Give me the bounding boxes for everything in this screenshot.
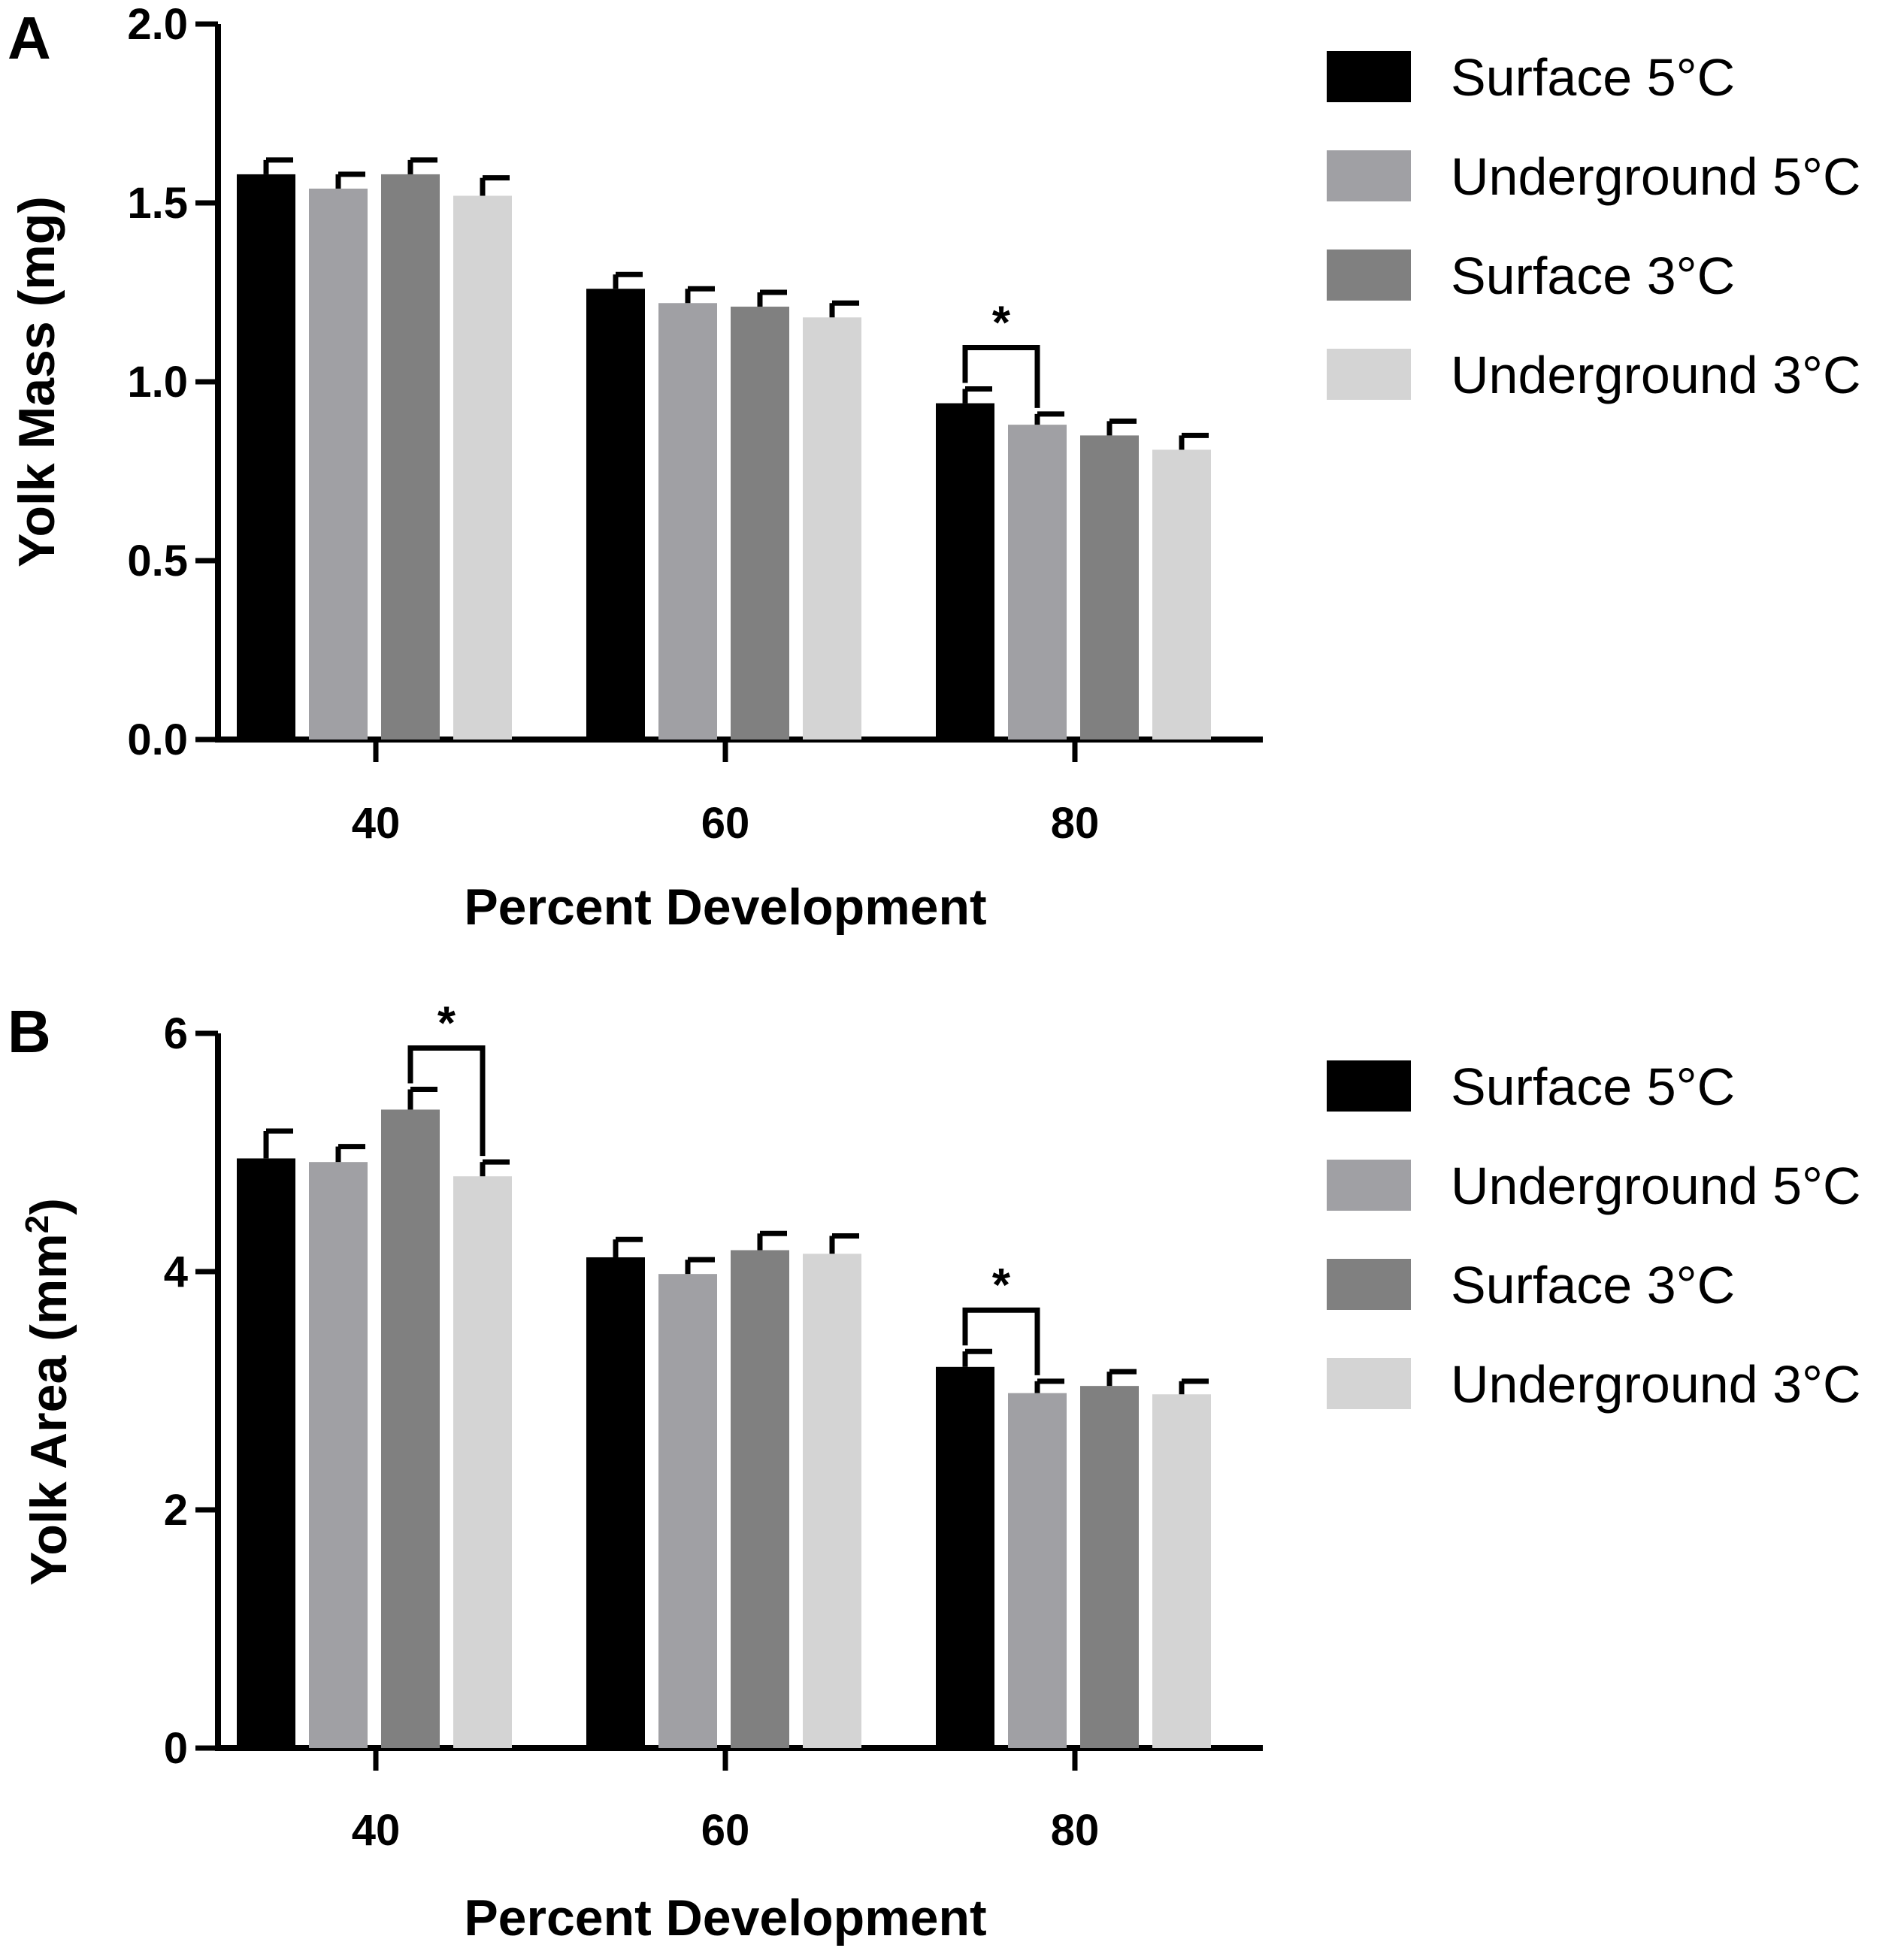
panel-a-bars bbox=[237, 157, 1211, 740]
panel-b-x-ticks: 40 60 80 bbox=[352, 1748, 1100, 1855]
panel-b-legend: Surface 5°C Underground 5°C Surface 3°C Und… bbox=[1327, 1057, 1861, 1414]
bar bbox=[381, 174, 440, 740]
bar bbox=[731, 1250, 789, 1748]
y-tick-label: 6 bbox=[164, 1009, 188, 1058]
bar bbox=[803, 317, 861, 740]
y-tick-label: 0 bbox=[164, 1724, 188, 1773]
panel-b-y-label-text: Yolk Area (mm bbox=[20, 1233, 77, 1586]
x-tick-label: 80 bbox=[1051, 799, 1100, 848]
significance-star: * bbox=[992, 298, 1011, 349]
bar bbox=[453, 1176, 512, 1748]
bar bbox=[309, 1162, 368, 1748]
legend-label: Underground 5°C bbox=[1451, 1157, 1861, 1215]
legend-label: Underground 5°C bbox=[1451, 147, 1861, 206]
legend-swatch bbox=[1327, 250, 1411, 301]
bar bbox=[237, 174, 295, 740]
panel-a-y-label-text: Yolk Mass (mg) bbox=[8, 196, 65, 567]
panel-a-y-ticks: 0.0 0.5 1.0 1.5 2.0 bbox=[127, 0, 218, 764]
legend-swatch bbox=[1327, 349, 1411, 400]
panel-b-y-ticks: 0 2 4 6 bbox=[164, 1009, 218, 1773]
bar bbox=[658, 1274, 717, 1748]
x-tick-label: 40 bbox=[352, 1806, 401, 1855]
legend-label: Surface 3°C bbox=[1451, 247, 1735, 305]
panel-b-y-label-tail: ) bbox=[20, 1198, 77, 1215]
panel-b-annotations: ** bbox=[407, 997, 1040, 1375]
panel-b-y-label: Yolk Area (mm2) bbox=[19, 1198, 78, 1586]
panel-a-x-label: Percent Development bbox=[464, 879, 986, 936]
y-tick-label: 1.5 bbox=[127, 179, 188, 228]
bar bbox=[1080, 435, 1139, 740]
legend-label: Underground 3°C bbox=[1451, 346, 1861, 404]
bar bbox=[1152, 449, 1211, 740]
bar bbox=[803, 1254, 861, 1748]
bar bbox=[309, 188, 368, 740]
legend-swatch bbox=[1327, 51, 1411, 102]
x-tick-label: 60 bbox=[701, 1806, 750, 1855]
y-tick-label: 0.0 bbox=[127, 715, 188, 764]
x-tick-label: 40 bbox=[352, 799, 401, 848]
panel-a-label: A bbox=[8, 5, 51, 71]
bar bbox=[658, 303, 717, 740]
bar bbox=[1008, 425, 1067, 740]
panel-b-y-label-sup: 2 bbox=[19, 1215, 56, 1233]
bar bbox=[381, 1109, 440, 1748]
legend-swatch bbox=[1327, 150, 1411, 201]
bar bbox=[237, 1158, 295, 1748]
bar bbox=[936, 403, 994, 740]
y-tick-label: 4 bbox=[164, 1248, 188, 1296]
bar bbox=[731, 307, 789, 740]
y-tick-label: 2 bbox=[164, 1486, 188, 1535]
bar bbox=[1152, 1394, 1211, 1748]
panel-a-legend: Surface 5°C Underground 5°C Surface 3°C Und… bbox=[1327, 48, 1861, 404]
legend-swatch bbox=[1327, 1060, 1411, 1112]
panel-a: A 0.0 0.5 1.0 1.5 2.0 40 60 80 * Percent Devel… bbox=[8, 0, 1861, 936]
bar bbox=[1008, 1393, 1067, 1748]
bar bbox=[586, 289, 645, 740]
x-tick-label: 80 bbox=[1051, 1806, 1100, 1855]
panel-b-label: B bbox=[8, 998, 51, 1065]
significance-bracket bbox=[962, 345, 1040, 408]
significance-star: * bbox=[437, 997, 456, 1049]
bar bbox=[453, 195, 512, 740]
y-tick-label: 2.0 bbox=[127, 0, 188, 49]
y-tick-label: 0.5 bbox=[127, 537, 188, 585]
panel-a-x-ticks: 40 60 80 bbox=[352, 740, 1100, 848]
panel-a-annotations: * bbox=[962, 298, 1040, 408]
legend-swatch bbox=[1327, 1259, 1411, 1310]
panel-b-bars bbox=[237, 1086, 1211, 1748]
bar bbox=[586, 1257, 645, 1748]
x-tick-label: 60 bbox=[701, 799, 750, 848]
bar bbox=[1080, 1386, 1139, 1748]
significance-bracket bbox=[407, 1045, 486, 1157]
legend-label: Surface 5°C bbox=[1451, 1057, 1735, 1116]
significance-star: * bbox=[992, 1260, 1011, 1311]
y-tick-label: 1.0 bbox=[127, 358, 188, 407]
legend-swatch bbox=[1327, 1358, 1411, 1409]
legend-label: Surface 5°C bbox=[1451, 48, 1735, 107]
panel-b-x-label: Percent Development bbox=[464, 1889, 986, 1946]
panel-a-y-label: Yolk Mass (mg) bbox=[8, 196, 65, 567]
legend-label: Surface 3°C bbox=[1451, 1256, 1735, 1314]
legend-swatch bbox=[1327, 1160, 1411, 1211]
significance-bracket bbox=[962, 1307, 1040, 1375]
legend-label: Underground 3°C bbox=[1451, 1355, 1861, 1414]
bar bbox=[936, 1366, 994, 1748]
